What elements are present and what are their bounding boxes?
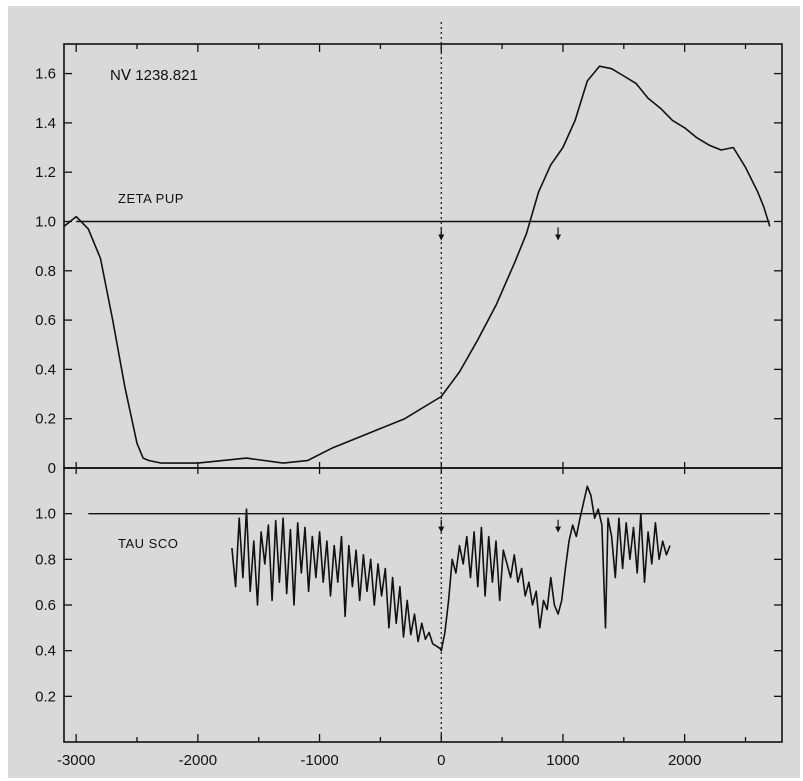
x-tick-label: 1000 — [546, 752, 579, 769]
zeta-pup-label: ZETA PUP — [118, 191, 184, 206]
tau-sco-label: TAU SCO — [118, 536, 178, 551]
bottom-y-tick-label: 0.4 — [35, 643, 56, 660]
arrow-marker-head — [555, 234, 562, 241]
x-tick-label: -1000 — [300, 752, 338, 769]
bottom-y-tick-label: 0.6 — [35, 597, 56, 614]
bottom-y-tick-label: 1.0 — [35, 506, 56, 523]
top-y-tick-label: 1.0 — [35, 213, 56, 230]
bottom-y-tick-label: 0.2 — [35, 688, 56, 705]
x-tick-label: -2000 — [179, 752, 217, 769]
x-tick-label: 0 — [437, 752, 445, 769]
top-panel-y-axis: 1.6 1.4 1.2 1.0 0.8 0.6 0.4 0.2 0 — [35, 66, 782, 477]
x-axis: -3000 -2000 -1000 0 1000 2000 — [57, 44, 747, 769]
x-tick-label: -3000 — [57, 752, 95, 769]
arrow-marker-head — [438, 234, 445, 241]
top-y-tick-label: 0.4 — [35, 361, 56, 378]
velocity-arrow-markers — [438, 227, 562, 533]
top-y-tick-label: 1.6 — [35, 66, 56, 83]
top-y-tick-label: 1.4 — [35, 115, 56, 132]
bottom-panel-y-axis: 1.0 0.8 0.6 0.4 0.2 — [35, 506, 782, 705]
top-y-tick-label: 0.8 — [35, 263, 56, 280]
scan-background — [8, 6, 800, 778]
top-y-tick-label: 0 — [48, 460, 56, 477]
arrow-marker-head — [555, 526, 562, 533]
bottom-y-tick-label: 0.8 — [35, 551, 56, 568]
line-identification-label: NⅤ 1238.821 — [110, 67, 198, 84]
zeta-pup-spectrum-line — [63, 65, 771, 464]
tau-sco-spectrum-line — [231, 485, 671, 652]
top-y-tick-label: 1.2 — [35, 164, 56, 181]
x-tick-label: 2000 — [668, 752, 701, 769]
arrow-marker-head — [438, 526, 445, 533]
top-y-tick-label: 0.2 — [35, 411, 56, 428]
top-y-tick-label: 0.6 — [35, 312, 56, 329]
